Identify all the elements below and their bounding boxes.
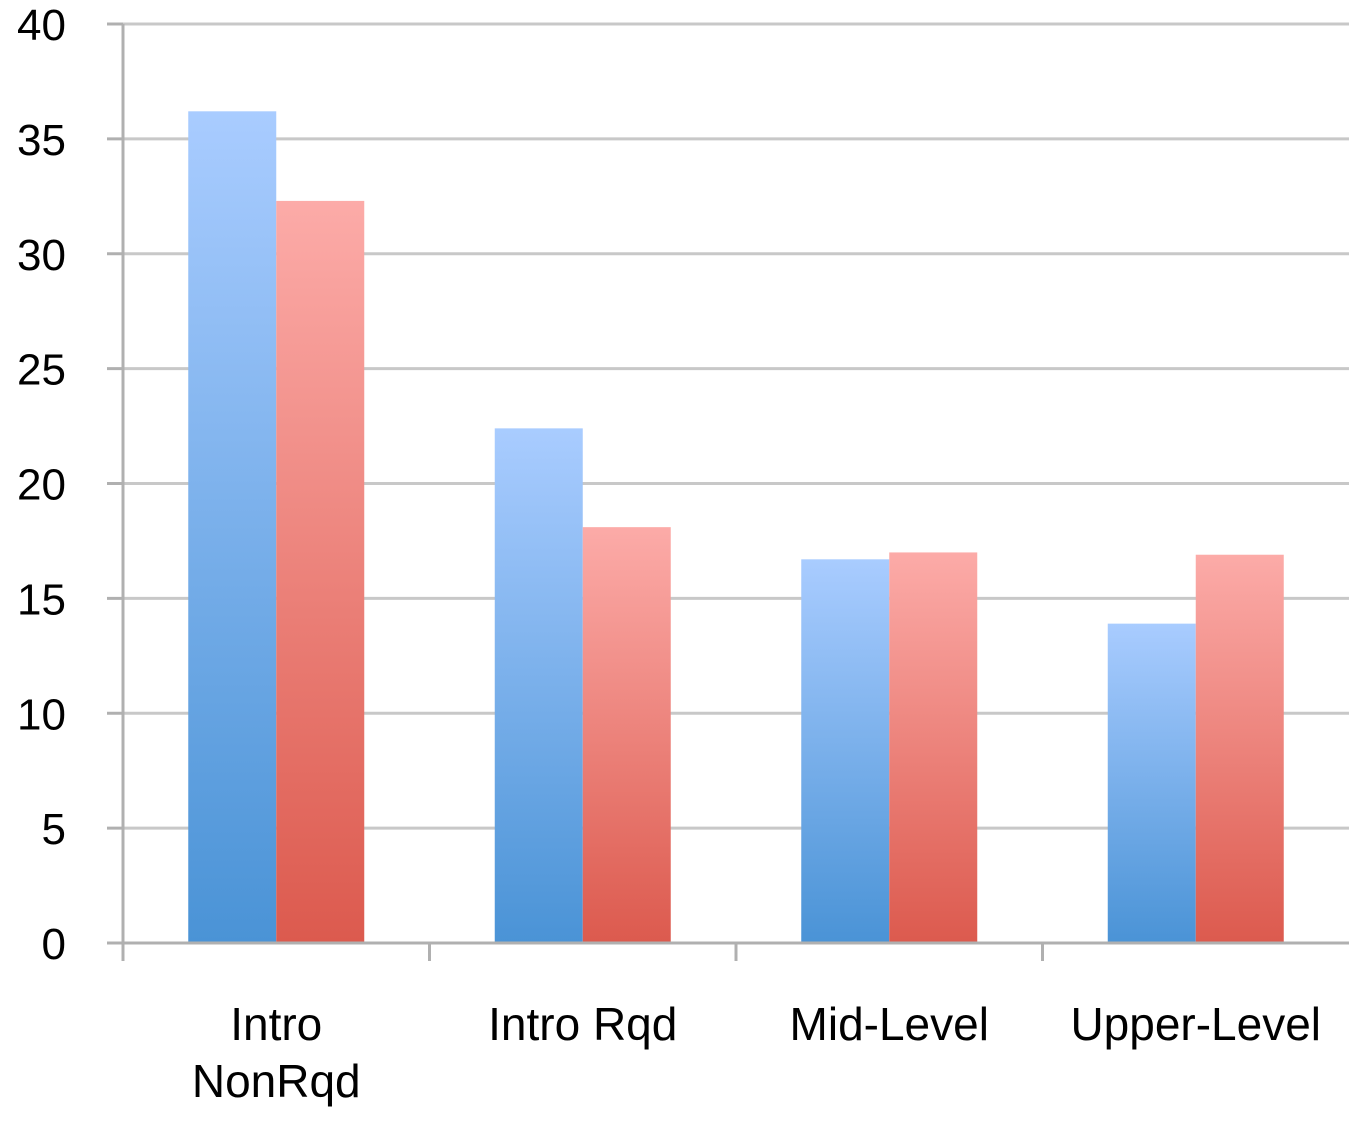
x-axis-category-labels: Intro NonRqd Intro Rqd Mid-Level Upper-Level [192, 998, 1321, 1107]
y-tick-label: 40 [17, 1, 66, 50]
bar-series1-cat3 [801, 559, 890, 943]
y-tick-label: 20 [17, 461, 66, 510]
x-category-label-line: Mid-Level [790, 998, 989, 1050]
bar-series2-cat2 [582, 527, 671, 943]
bar-series2-cat3 [889, 552, 978, 943]
bar-series1-cat4 [1107, 623, 1196, 943]
y-axis-tick-labels: 0 5 10 15 20 25 30 35 40 [17, 1, 66, 969]
x-category-label-line: Intro Rqd [488, 998, 677, 1050]
y-tick-label: 10 [17, 690, 66, 739]
bar-series2-cat1 [276, 200, 365, 944]
x-category-label-line: Intro [230, 998, 322, 1050]
y-tick-label: 35 [17, 116, 66, 165]
y-tick-label: 30 [17, 231, 66, 280]
x-category-label: Intro Rqd [488, 998, 677, 1050]
x-category-label: Mid-Level [790, 998, 989, 1050]
bar-series1-cat2 [494, 428, 583, 943]
bars [188, 111, 1284, 944]
axes [107, 24, 1349, 961]
bar-series2-cat4 [1195, 554, 1284, 943]
y-tick-label: 0 [42, 920, 66, 969]
y-tick-label: 5 [42, 805, 66, 854]
x-category-label-line: Upper-Level [1070, 998, 1321, 1050]
bar-series1-cat1 [188, 111, 277, 944]
x-category-label: Intro NonRqd [192, 998, 361, 1107]
y-tick-label: 25 [17, 346, 66, 395]
x-category-label-line: NonRqd [192, 1055, 361, 1107]
y-tick-label: 15 [17, 575, 66, 624]
x-category-label: Upper-Level [1070, 998, 1321, 1050]
